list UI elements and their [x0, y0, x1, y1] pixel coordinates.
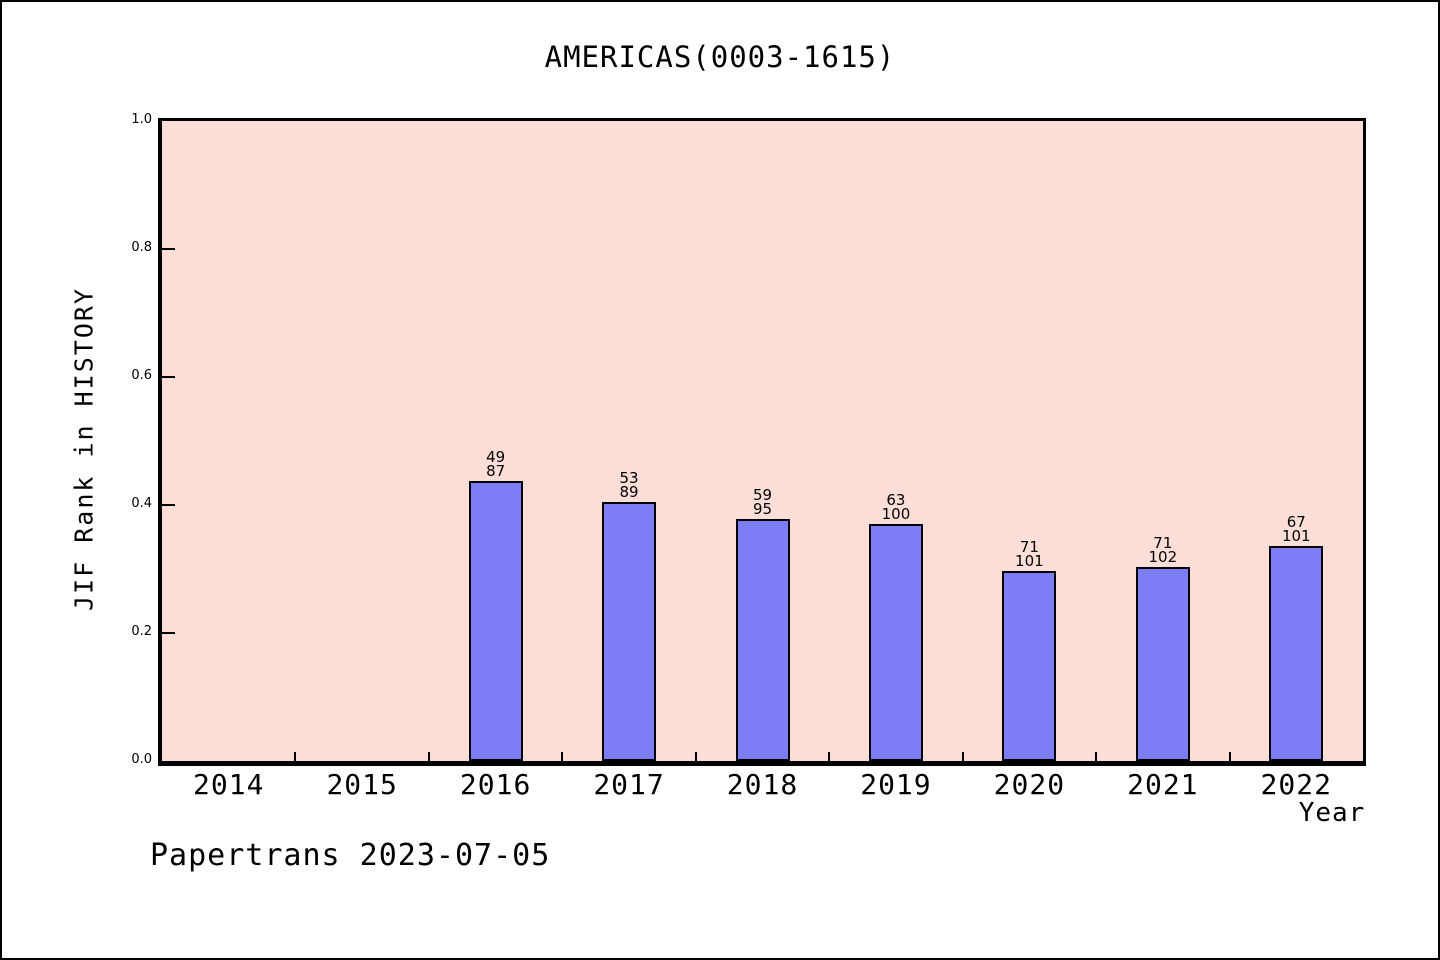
x-axis-tick: [694, 752, 697, 761]
x-axis-year-label: 2017: [593, 768, 665, 801]
chart-title: AMERICAS(0003-1615): [544, 40, 896, 74]
x-axis-year-label: 2015: [326, 768, 398, 801]
data-bar-2020: [1002, 571, 1057, 761]
data-bar-2019: [868, 524, 923, 761]
bar-total-value: 102: [1148, 548, 1178, 566]
data-bar-2021: [1135, 567, 1190, 761]
bar-total-value: 101: [1281, 527, 1311, 545]
watermark-text: Papertrans 2023-07-05: [150, 838, 551, 873]
bar-total-value: 101: [1015, 552, 1044, 570]
bar-value-label-2021: 71 102: [1123, 534, 1203, 566]
y-axis-tick: [162, 248, 175, 250]
bar-value-label-2022: 67 101: [1256, 513, 1336, 545]
plot-area: 49 87 53 89 59 95 63 100 71 101 71 102 67 101: [158, 118, 1366, 766]
bar-rank-value: 53: [619, 469, 639, 487]
x-axis-year-label: 2022: [1260, 768, 1332, 801]
bar-value-label-2019: 63 100: [856, 491, 936, 523]
data-bar-2018: [735, 519, 790, 761]
y-axis-tick: [162, 376, 175, 378]
y-axis-label: JIF Rank in HISTORY: [69, 287, 99, 611]
bar-rank-value: 63: [886, 491, 906, 509]
data-bar-2022: [1269, 546, 1324, 761]
bar-value-label-2017: 53 89: [589, 469, 669, 501]
x-axis-tick: [1228, 752, 1231, 761]
x-axis-tick: [961, 752, 964, 761]
data-bar-2016: [468, 481, 523, 761]
x-axis-year-label: 2014: [193, 768, 265, 801]
bar-rank-value: 71: [1153, 534, 1173, 552]
x-axis-tick: [427, 752, 430, 761]
x-axis-year-label: 2019: [860, 768, 932, 801]
bar-rank-value: 59: [752, 486, 773, 504]
y-axis-tick-label: 0.6: [131, 368, 152, 383]
x-axis-year-label: 2020: [993, 768, 1066, 801]
bar-value-label-2018: 59 95: [723, 486, 803, 518]
bar-rank-value: 71: [1019, 538, 1039, 556]
bar-rank-value: 67: [1286, 513, 1306, 531]
y-axis-tick-label: 0.2: [131, 624, 152, 639]
y-axis-tick: [162, 632, 175, 634]
bar-total-value: 95: [752, 500, 773, 518]
bar-value-label-2016: 49 87: [456, 448, 536, 480]
x-axis-year-label: 2018: [726, 768, 799, 801]
bar-rank-value: 49: [486, 448, 506, 466]
y-axis-tick-label: 1.0: [131, 112, 152, 127]
x-axis-tick: [294, 752, 297, 761]
bar-total-value: 100: [881, 505, 911, 523]
x-axis-label: Year: [1298, 798, 1366, 828]
x-axis-tick: [828, 752, 831, 761]
x-axis-tick: [561, 752, 564, 761]
x-axis-tick: [1095, 752, 1098, 761]
bar-total-value: 87: [486, 462, 506, 480]
bar-value-label-2020: 71 101: [989, 538, 1069, 570]
bar-total-value: 89: [619, 483, 639, 501]
y-axis-tick-label: 0.8: [131, 240, 152, 255]
x-axis-year-label: 2016: [459, 768, 532, 801]
y-axis-tick-label: 0.4: [131, 496, 152, 511]
data-bar-2017: [602, 502, 657, 761]
y-axis-tick-label: 0.0: [131, 752, 152, 767]
x-axis-year-label: 2021: [1127, 768, 1199, 801]
y-axis-tick: [162, 504, 175, 506]
